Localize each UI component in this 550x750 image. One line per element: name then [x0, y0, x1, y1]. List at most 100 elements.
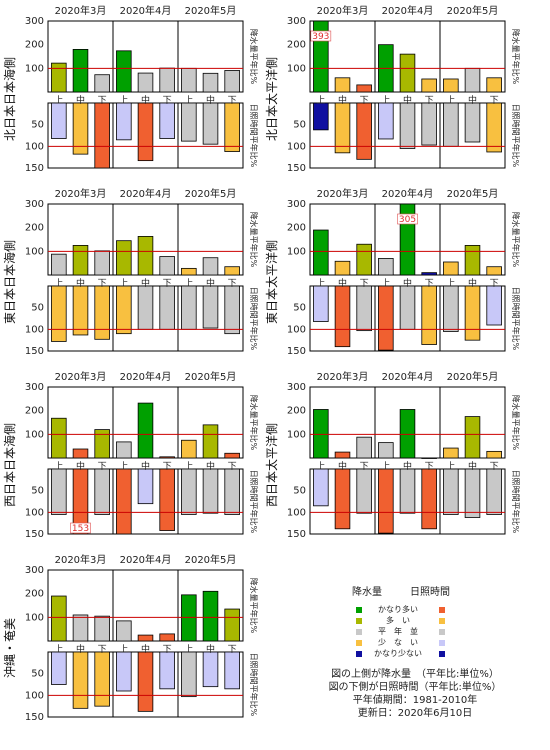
sun-bar [137, 468, 154, 505]
dekad-label: 上 [54, 95, 63, 106]
region-panel: 2020年3月 2020年4月 2020年5月 100 200 300 50 100 150 上 中… [2, 553, 259, 723]
sun-value-label-box [70, 522, 91, 534]
dekad-label: 下 [163, 96, 172, 106]
dekad-label: 下 [228, 279, 237, 289]
month-label: 2020年4月 [120, 370, 172, 383]
precip-bar [356, 84, 372, 93]
sun-bar [378, 468, 394, 534]
precip-tick-label: 100 [25, 246, 44, 257]
precip-bar [72, 614, 89, 642]
sun-bar [356, 468, 372, 514]
precip-tick-label: 200 [25, 589, 44, 600]
dekad-label: 中 [76, 643, 85, 655]
precip-bar [94, 74, 110, 93]
dekad-label: 中 [206, 643, 215, 655]
precip-bar [181, 67, 197, 93]
legend: 降水量 日照時間 かなり多い 多 い 平 年 並 少 な い かなり少ない [338, 583, 538, 743]
legend-row: かなり少ない [338, 648, 538, 660]
dekad-label: 下 [163, 279, 172, 289]
sun-value-label: 153 [72, 524, 89, 534]
sun-tick-label: 50 [31, 120, 44, 131]
dekad-label: 中 [76, 94, 85, 106]
precip-bar [51, 417, 67, 459]
month-label: 2020年3月 [55, 370, 107, 383]
legend-label: 平 年 並 [378, 627, 418, 636]
dekad-label: 下 [425, 462, 434, 472]
sun-bar [94, 102, 110, 169]
precip-bar [334, 260, 351, 276]
month-label: 2020年3月 [317, 4, 369, 17]
sun-tick-label: 150 [25, 529, 44, 540]
sun-bar [181, 651, 197, 698]
note-precip: 図の上側が降水量 （平年比:単位%） [331, 669, 499, 680]
sun-bar [116, 468, 132, 535]
sun-bar [137, 102, 154, 162]
precip-bar [116, 441, 132, 459]
precip-bar [202, 257, 219, 276]
sun-bar [137, 285, 154, 330]
sun-axis-label: 日照時間平年比% [249, 104, 259, 168]
month-label: 2020年5月 [447, 4, 499, 17]
dekad-label: 上 [316, 461, 325, 472]
precip-bar [181, 267, 197, 276]
sun-bar [51, 102, 67, 139]
precip-value-label-box [397, 213, 418, 225]
sun-tick-label: 150 [25, 712, 44, 723]
precip-tick-label: 200 [287, 406, 306, 417]
precip-bar [159, 633, 175, 642]
dekad-label: 下 [163, 462, 172, 472]
sun-bar [421, 285, 437, 345]
sun-bar [486, 285, 502, 326]
precip-tick-label: 100 [287, 246, 306, 257]
precip-bar [72, 448, 89, 459]
legend-precip-swatch [356, 618, 362, 624]
dekad-label: 中 [141, 94, 150, 106]
legend-row: 少 な い [338, 637, 538, 649]
region-panel: 2020年3月 2020年4月 2020年5月 100 200 300 50 100 150 15… [2, 370, 259, 540]
month-label: 2020年3月 [55, 4, 107, 17]
precip-axis-label: 降水量平年比% [511, 212, 521, 268]
legend-precip-swatch [356, 640, 362, 646]
precip-bar [443, 261, 459, 276]
sun-bar [378, 102, 394, 140]
precip-tick-label: 300 [287, 199, 306, 210]
sun-bar [399, 468, 416, 514]
legend-row: かなり多い [338, 604, 538, 616]
dekad-label: 下 [360, 462, 369, 472]
precip-axis-label: 降水量平年比% [249, 395, 259, 451]
precip-axis-label: 降水量平年比% [249, 29, 259, 85]
sun-bar [51, 285, 67, 342]
precip-tick-label: 300 [25, 382, 44, 393]
precip-bar [72, 245, 89, 276]
dekad-label: 中 [403, 94, 412, 106]
month-label: 2020年4月 [382, 4, 434, 17]
dekad-label: 上 [184, 278, 193, 289]
sun-bar [443, 102, 459, 147]
precip-bar [116, 240, 132, 276]
dekad-label: 中 [76, 277, 85, 289]
sun-bar [313, 468, 329, 507]
precip-bar [51, 62, 67, 93]
precip-axis-label: 降水量平年比% [511, 395, 521, 451]
dekad-label: 上 [54, 278, 63, 289]
precip-bar [421, 272, 437, 276]
sun-bar [94, 468, 110, 515]
sun-bar [202, 285, 219, 329]
month-label: 2020年3月 [317, 187, 369, 200]
legend-sun-swatch [439, 651, 445, 657]
legend-sun-swatch [439, 618, 445, 624]
sun-bar [72, 468, 89, 535]
sun-bar [224, 285, 240, 335]
dekad-label: 中 [206, 94, 215, 106]
sun-bar [421, 468, 437, 530]
sun-tick-label: 150 [25, 346, 44, 357]
precip-bar [51, 595, 67, 642]
sun-bar [313, 285, 329, 322]
dekad-label: 上 [381, 95, 390, 106]
precip-bar [399, 53, 416, 93]
precip-bar [486, 450, 502, 459]
month-label: 2020年4月 [120, 553, 172, 566]
dekad-label: 下 [490, 279, 499, 289]
month-label: 2020年5月 [447, 187, 499, 200]
month-label: 2020年4月 [120, 4, 172, 17]
